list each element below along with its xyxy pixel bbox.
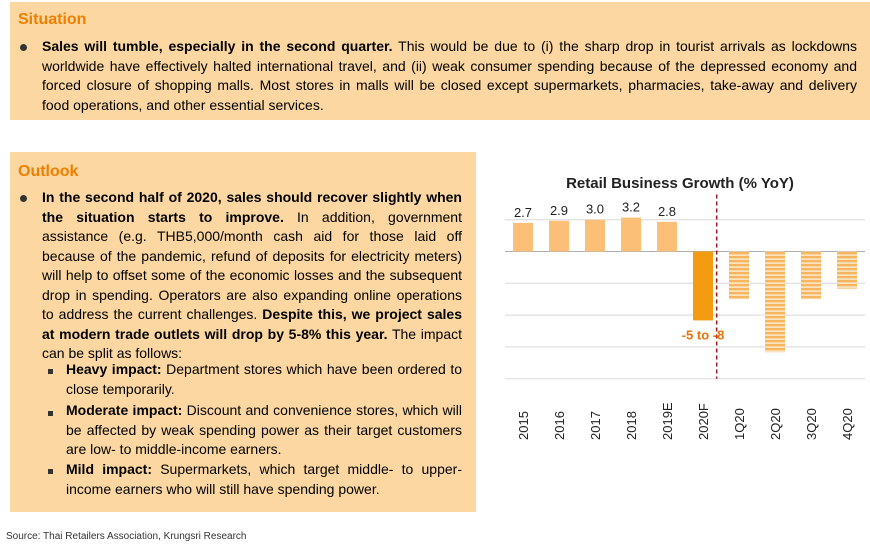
source-note: Source: Thai Retailers Association, Krun…	[6, 531, 247, 542]
bar-2020F	[693, 251, 713, 321]
impact-item-mild: Mild impact: Supermarkets, which target …	[66, 460, 462, 499]
tick-label-1Q20: 1Q20	[732, 408, 747, 440]
data-label-2015: 2.7	[514, 205, 532, 220]
square-bullet-icon	[48, 369, 53, 374]
bar-2018	[621, 217, 641, 252]
situation-box: Situation Sales will tumble, especially …	[10, 2, 870, 120]
tick-label-2020F: 2020F	[696, 403, 711, 440]
impact-text: Supermarkets, which target middle- to up…	[66, 461, 462, 497]
tick-label-3Q20: 3Q20	[804, 408, 819, 440]
situation-body: This would be due to (i) the sharp drop …	[42, 38, 857, 113]
data-label-2018: 3.2	[622, 200, 640, 215]
outlook-text: In the second half of 2020, sales should…	[42, 188, 462, 364]
bar-1Q20	[729, 251, 749, 300]
tick-label-2Q20: 2Q20	[768, 408, 783, 440]
tick-label-2016: 2016	[552, 411, 567, 440]
chart-plot: 2.7 2.9 3.0 3.2 2.8 -5 to -8 2015 2016 2017 2018…	[505, 194, 865, 440]
situation-bold: Sales will tumble, especially in the sec…	[42, 38, 393, 54]
situation-title: Situation	[18, 11, 87, 28]
impact-label: Heavy impact:	[66, 361, 162, 377]
outlook-body-1: In addition, government assistance (e.g.…	[42, 208, 462, 323]
outlook-title: Outlook	[18, 163, 79, 180]
bar-3Q20	[801, 251, 821, 300]
situation-text: Sales will tumble, especially in the sec…	[42, 37, 857, 115]
tick-label-4Q20: 4Q20	[840, 408, 855, 440]
outlook-body-2: The impact can be split as follows:	[42, 325, 462, 362]
outlook-bold-2: Despite this, we project sales at modern…	[42, 306, 462, 342]
impact-text: Discount and convenience stores, which w…	[66, 402, 462, 457]
impact-item-heavy: Heavy impact: Department stores which ha…	[66, 360, 462, 399]
data-label-2019E: 2.8	[658, 204, 676, 219]
impact-item-moderate: Moderate impact: Discount and convenienc…	[66, 401, 462, 460]
impact-text: Department stores which have been ordere…	[66, 361, 462, 397]
bar-2017	[585, 219, 605, 252]
tick-label-2018: 2018	[624, 411, 639, 440]
tick-label-2019E: 2019E	[660, 402, 675, 440]
bar-4Q20	[837, 251, 857, 289]
bullet-icon	[20, 44, 27, 51]
square-bullet-icon	[48, 469, 53, 474]
data-label-2017: 3.0	[586, 202, 604, 217]
data-label-2020F: -5 to -8	[682, 327, 725, 342]
bar-2016	[549, 220, 569, 252]
bar-2019E	[657, 221, 677, 252]
bar-2Q20	[765, 251, 785, 353]
square-bullet-icon	[48, 411, 53, 416]
impact-label: Moderate impact:	[66, 402, 183, 418]
outlook-box: Outlook In the second half of 2020, sale…	[10, 152, 476, 512]
tick-label-2015: 2015	[516, 411, 531, 440]
outlook-bold-1: In the second half of 2020, sales should…	[42, 189, 462, 225]
retail-growth-chart: Retail Business Growth (% YoY) 2.7 2.9 3.0…	[490, 160, 870, 510]
data-label-2016: 2.9	[550, 203, 568, 218]
tick-label-2017: 2017	[588, 411, 603, 440]
bullet-icon	[20, 195, 27, 202]
impact-label: Mild impact:	[66, 461, 152, 477]
chart-title: Retail Business Growth (% YoY)	[566, 175, 794, 192]
bar-2015	[513, 222, 533, 252]
